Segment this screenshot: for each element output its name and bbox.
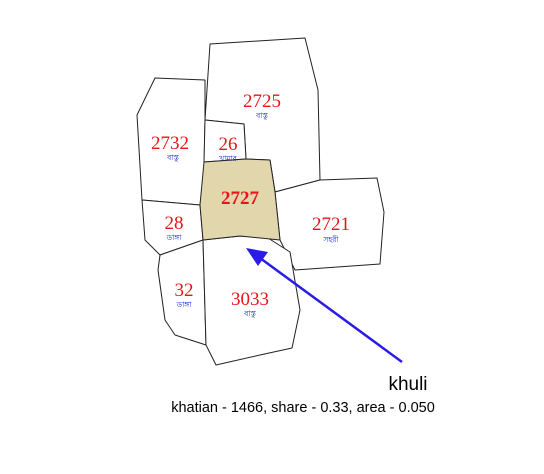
- plot-type-28: ডাঙ্গা: [166, 233, 183, 242]
- plot-labels: 2725 বাস্তু 2732 বাস্তু 26 খামার 2727 28…: [151, 91, 350, 318]
- plot-number-32: 32: [175, 280, 194, 301]
- callout-details: khatian - 1466, share - 0.33, area - 0.0…: [171, 400, 435, 416]
- callout-arrow: [246, 248, 403, 364]
- plot-2727[interactable]: [199, 158, 281, 241]
- plot-2721[interactable]: [274, 177, 385, 271]
- arrow-shaft: [259, 256, 403, 364]
- plot-type-2725: বাস্তু: [255, 111, 268, 120]
- plot-number-3033: 3033: [231, 289, 269, 310]
- plot-number-2732: 2732: [151, 133, 189, 154]
- plot-shapes: [136, 37, 385, 366]
- plot-number-26: 26: [219, 134, 238, 155]
- plot-number-2721: 2721: [312, 214, 350, 235]
- plot-number-28: 28: [165, 213, 184, 234]
- plot-type-2732: বাস্তু: [166, 153, 179, 162]
- plot-number-2725: 2725: [243, 91, 281, 112]
- plot-type-2721: সহরী: [322, 234, 339, 244]
- plot-type-26: খামার: [219, 154, 237, 163]
- plot-number-2727: 2727: [221, 188, 260, 209]
- callout: khuli khatian - 1466, share - 0.33, area…: [171, 374, 435, 416]
- plot-type-3033: বাস্তু: [243, 309, 256, 318]
- arrow-head: [246, 248, 268, 266]
- plot-type-32: ডাঙ্গা: [176, 300, 193, 309]
- callout-title: khuli: [388, 374, 427, 395]
